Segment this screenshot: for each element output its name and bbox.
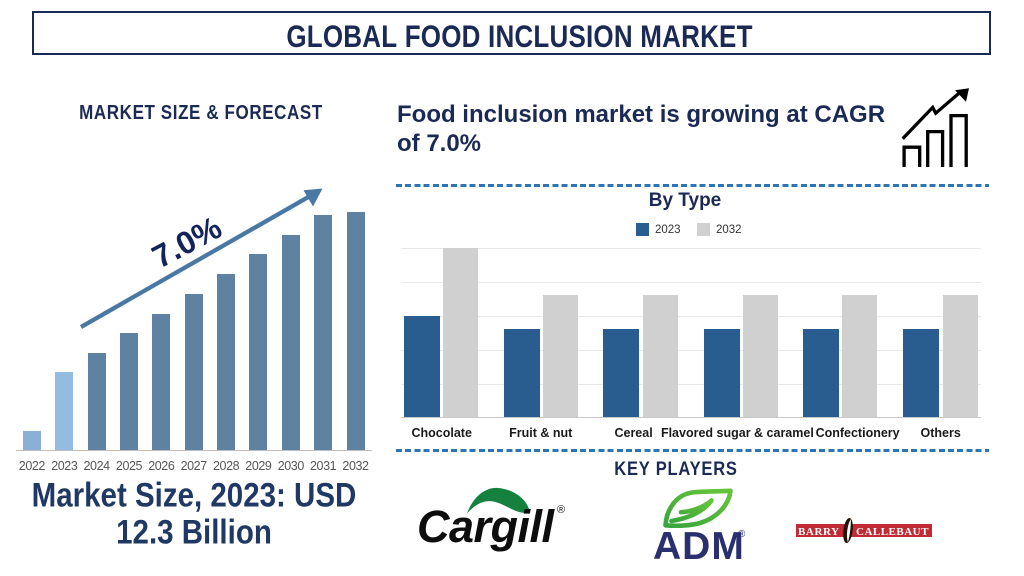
svg-text:®: ®: [557, 504, 565, 516]
svg-text:Cargill: Cargill: [417, 501, 556, 552]
svg-text:®: ®: [738, 529, 746, 540]
svg-text:ADM: ADM: [653, 525, 745, 563]
